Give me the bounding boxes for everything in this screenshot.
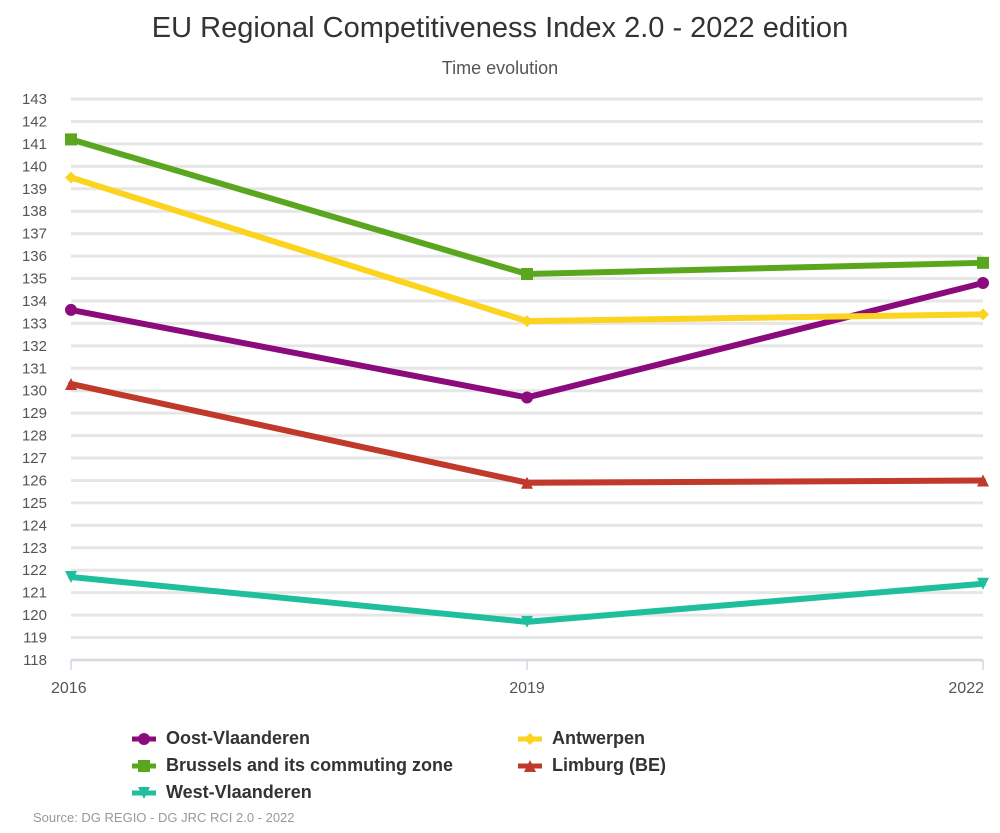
series-2: [65, 133, 989, 281]
series-4: [65, 570, 989, 628]
x-tick-label: 2022: [948, 680, 984, 697]
source-note: Source: DG REGIO - DG JRC RCI 2.0 - 2022: [33, 810, 295, 825]
y-tick-label: 138: [22, 203, 47, 220]
y-tick-label: 125: [22, 495, 47, 512]
y-tick-label: 130: [22, 383, 47, 400]
series-0: [65, 277, 989, 404]
series-lines: [65, 133, 989, 628]
data-point[interactable]: [65, 303, 77, 316]
legend-item[interactable]: West-Vlaanderen: [130, 780, 516, 805]
legend-item[interactable]: Brussels and its commuting zone: [130, 753, 516, 778]
data-point[interactable]: [65, 133, 77, 146]
gridlines: [71, 97, 983, 662]
legend-label: Brussels and its commuting zone: [166, 755, 454, 775]
y-tick-label: 118: [23, 652, 47, 669]
x-tick-label: 2019: [509, 680, 545, 697]
series-line: [68, 136, 986, 278]
data-point[interactable]: [521, 315, 533, 328]
y-tick-label: 134: [22, 293, 47, 310]
y-tick-label: 122: [22, 562, 47, 579]
data-point[interactable]: [977, 277, 989, 290]
y-tick-label: 127: [22, 450, 47, 467]
legend-label: Antwerpen: [552, 728, 646, 748]
x-axis: 2016 2019 2022: [51, 659, 984, 697]
y-tick-label: 133: [22, 315, 47, 332]
y-axis: 118 119 120 121 122 123 124 125 126 127 128 129 130 1…: [22, 91, 47, 669]
y-tick-label: 136: [22, 248, 47, 265]
data-point[interactable]: [977, 256, 989, 269]
y-tick-label: 135: [22, 271, 47, 288]
y-tick-label: 143: [22, 91, 47, 108]
chart-subtitle: Time evolution: [441, 58, 559, 78]
y-tick-label: 124: [22, 517, 47, 534]
data-point[interactable]: [977, 577, 989, 590]
y-tick-label: 121: [22, 585, 47, 602]
data-point[interactable]: [521, 268, 533, 281]
y-tick-label: 128: [22, 428, 47, 445]
y-tick-label: 140: [22, 158, 47, 175]
series-1: [65, 171, 989, 328]
legend-swatch: [518, 732, 542, 745]
legend-swatch: [518, 759, 542, 772]
data-point[interactable]: [521, 391, 533, 404]
y-tick-label: 132: [22, 338, 47, 355]
data-point[interactable]: [521, 476, 533, 489]
legend-item[interactable]: Antwerpen: [516, 726, 770, 751]
legend-swatch: [132, 786, 156, 799]
data-point[interactable]: [977, 474, 989, 487]
y-tick-label: 119: [23, 630, 47, 647]
data-point[interactable]: [65, 377, 77, 390]
y-tick-label: 120: [22, 607, 47, 624]
legend-label: Oost-Vlaanderen: [166, 728, 311, 748]
series-3: [65, 377, 989, 489]
legend-swatch: [132, 759, 156, 772]
y-tick-label: 126: [22, 472, 47, 489]
y-tick-label: 137: [22, 226, 47, 243]
legend: Oost-Vlaanderen Antwerpen Brussels and its…: [130, 726, 770, 805]
chart-title: EU Regional Competitiveness Index 2.0 - …: [151, 12, 849, 44]
y-tick-label: 131: [22, 360, 47, 377]
line-chart: 118 119 120 121 122 123 124 125 126 127 128 129 130 1…: [22, 91, 989, 697]
y-tick-label: 139: [22, 181, 47, 198]
data-point[interactable]: [521, 615, 533, 628]
legend-label: West-Vlaanderen: [166, 782, 312, 802]
legend-label: Limburg (BE): [552, 755, 666, 775]
y-tick-label: 142: [22, 113, 47, 130]
y-tick-label: 141: [22, 136, 47, 153]
legend-item[interactable]: Limburg (BE): [516, 753, 770, 778]
data-point[interactable]: [65, 570, 77, 583]
data-point[interactable]: [977, 308, 989, 321]
y-tick-label: 123: [22, 540, 47, 557]
legend-swatch: [132, 732, 156, 745]
legend-item[interactable]: Oost-Vlaanderen: [130, 726, 516, 751]
y-tick-label: 129: [22, 405, 47, 422]
x-tick-label: 2016: [51, 680, 87, 697]
data-point[interactable]: [65, 171, 77, 184]
